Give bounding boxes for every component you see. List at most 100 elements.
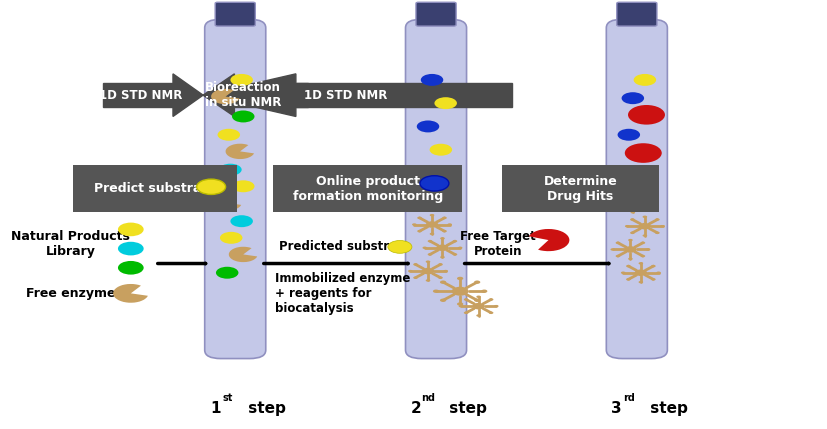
Circle shape: [621, 167, 643, 179]
Circle shape: [643, 208, 648, 211]
Wedge shape: [226, 144, 254, 159]
Circle shape: [422, 268, 434, 274]
Text: step: step: [243, 401, 286, 416]
Circle shape: [438, 276, 442, 279]
Polygon shape: [103, 83, 173, 107]
Polygon shape: [203, 74, 296, 116]
Text: st: st: [222, 393, 232, 403]
Circle shape: [630, 232, 634, 234]
Circle shape: [618, 208, 623, 211]
Text: rd: rd: [623, 393, 635, 403]
Circle shape: [388, 241, 412, 253]
Circle shape: [231, 215, 253, 227]
Text: 1D STD NMR: 1D STD NMR: [304, 89, 387, 102]
Circle shape: [634, 269, 647, 276]
Text: 1D STD NMR: 1D STD NMR: [99, 89, 183, 102]
Circle shape: [218, 129, 240, 141]
Circle shape: [440, 256, 445, 258]
Wedge shape: [113, 284, 148, 303]
Circle shape: [426, 260, 430, 263]
Circle shape: [638, 223, 651, 230]
Circle shape: [457, 277, 463, 280]
Circle shape: [646, 248, 650, 251]
FancyBboxPatch shape: [416, 2, 457, 26]
Circle shape: [621, 272, 625, 274]
Text: Determine
Drug Hits: Determine Drug Hits: [543, 175, 618, 203]
Text: nd: nd: [421, 393, 435, 403]
Circle shape: [433, 190, 456, 202]
Circle shape: [660, 225, 665, 227]
Circle shape: [615, 255, 620, 257]
Text: 2: 2: [410, 401, 421, 416]
FancyBboxPatch shape: [205, 19, 265, 359]
Circle shape: [643, 234, 648, 237]
Circle shape: [638, 281, 643, 283]
Wedge shape: [213, 195, 241, 211]
Circle shape: [615, 242, 620, 244]
Circle shape: [438, 263, 442, 266]
Circle shape: [442, 230, 447, 233]
Circle shape: [474, 299, 480, 302]
Polygon shape: [234, 83, 308, 107]
Circle shape: [641, 255, 645, 257]
Polygon shape: [173, 74, 203, 116]
Circle shape: [430, 233, 434, 235]
Circle shape: [423, 247, 427, 249]
Circle shape: [452, 287, 469, 296]
Circle shape: [472, 303, 485, 309]
Text: Online product
formation monitoring: Online product formation monitoring: [293, 175, 443, 203]
Text: 3: 3: [611, 401, 622, 416]
Circle shape: [622, 92, 644, 104]
Circle shape: [440, 237, 445, 240]
Circle shape: [633, 74, 656, 86]
Circle shape: [494, 305, 499, 307]
Circle shape: [414, 263, 418, 266]
Circle shape: [458, 247, 462, 249]
Text: Immobilized enzyme
+ reagents for
biocatalysis: Immobilized enzyme + reagents for biocat…: [275, 272, 411, 315]
Circle shape: [638, 262, 643, 265]
Wedge shape: [211, 89, 240, 104]
Circle shape: [430, 214, 434, 216]
Circle shape: [440, 299, 447, 302]
Circle shape: [629, 257, 633, 260]
Circle shape: [420, 176, 449, 191]
Circle shape: [481, 290, 487, 293]
Wedge shape: [529, 229, 569, 251]
Circle shape: [418, 167, 441, 179]
Circle shape: [418, 217, 422, 219]
Text: 1: 1: [210, 401, 221, 416]
Polygon shape: [203, 74, 234, 116]
Circle shape: [426, 221, 438, 228]
Circle shape: [489, 311, 494, 314]
Circle shape: [434, 97, 457, 109]
Circle shape: [655, 218, 660, 221]
Circle shape: [625, 143, 662, 163]
FancyBboxPatch shape: [274, 166, 462, 212]
Circle shape: [626, 265, 631, 267]
Circle shape: [447, 224, 452, 226]
Circle shape: [428, 240, 433, 242]
Circle shape: [118, 223, 144, 236]
Wedge shape: [229, 247, 257, 262]
Circle shape: [641, 242, 645, 244]
Circle shape: [643, 216, 648, 218]
Text: Bioreaction
in situ NMR: Bioreaction in situ NMR: [205, 81, 281, 109]
Circle shape: [417, 121, 439, 133]
Circle shape: [464, 311, 468, 314]
Circle shape: [651, 265, 656, 267]
Circle shape: [197, 179, 226, 194]
Circle shape: [414, 276, 418, 279]
Circle shape: [630, 218, 634, 221]
FancyBboxPatch shape: [606, 19, 667, 359]
Circle shape: [452, 253, 457, 256]
Circle shape: [459, 305, 463, 307]
FancyBboxPatch shape: [73, 166, 237, 212]
Circle shape: [408, 270, 413, 272]
Text: Predicted substrate: Predicted substrate: [280, 240, 411, 253]
FancyBboxPatch shape: [617, 2, 657, 26]
Text: Predict substrate: Predict substrate: [94, 182, 216, 196]
Circle shape: [216, 267, 238, 279]
Circle shape: [625, 225, 629, 227]
Circle shape: [474, 281, 480, 284]
Circle shape: [118, 261, 144, 275]
